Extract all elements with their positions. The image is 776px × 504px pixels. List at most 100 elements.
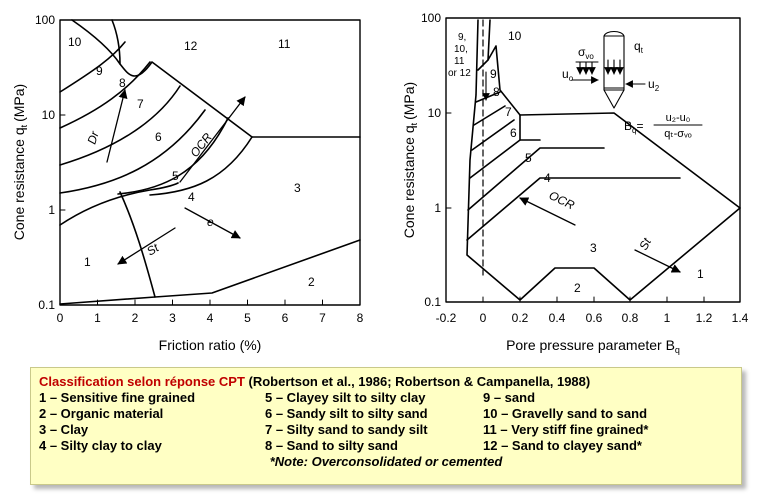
- formula-numerator: u₂-u₀: [666, 112, 691, 124]
- right-zone-8: 8: [493, 85, 500, 99]
- left-y-tick-1: 1: [48, 203, 55, 217]
- right-group-line-3: 11: [454, 56, 465, 67]
- left-zone-10: 10: [68, 35, 82, 49]
- inset-u2-main: u: [648, 77, 655, 91]
- right-boundary-zone2: [519, 267, 631, 301]
- left-curve-a: [59, 41, 126, 93]
- right-x-tick-1-4: 1.4: [732, 311, 749, 325]
- left-x-tick-4: 4: [207, 311, 214, 325]
- legend-item: 1 – Sensitive fine grained: [39, 390, 196, 405]
- left-zone-3: 3: [294, 181, 301, 195]
- right-envelope-left: [466, 19, 521, 301]
- left-zone-6: 6: [155, 130, 162, 144]
- inset-uo-label: uo: [562, 67, 574, 83]
- formula-equals: =: [636, 119, 643, 133]
- left-x-tick-marks: [59, 114, 323, 306]
- legend-item: 2 – Organic material: [39, 406, 164, 421]
- left-label-dr: Dr: [85, 129, 103, 146]
- cone-top-cap: [603, 30, 625, 37]
- left-zone-8: 8: [119, 76, 126, 90]
- formula-denominator: qₜ-σᵥₒ: [664, 128, 692, 140]
- inset-sigma-label: σvo: [578, 45, 594, 61]
- left-arrow-st: [117, 227, 176, 265]
- right-group-label: 9, 10, 11 or 12: [448, 32, 471, 79]
- legend-title-citation: (Robertson et al., 1986; Robertson & Cam…: [244, 374, 591, 389]
- right-x-tick-0-4: 0.4: [549, 311, 566, 325]
- right-arrow-ocr: [519, 197, 576, 226]
- left-zone-11: 11: [278, 37, 291, 51]
- legend-item: 8 – Sand to silty sand: [265, 438, 398, 453]
- inset-uo-sub: o: [569, 74, 574, 83]
- legend-item: 11 – Very stiff fine grained*: [483, 422, 649, 437]
- left-x-tick-5: 5: [244, 311, 251, 325]
- left-zone-7: 7: [137, 97, 144, 111]
- legend-item: 7 – Silty sand to sandy silt: [265, 422, 428, 437]
- left-y-label-unit: (MPa): [11, 84, 27, 122]
- left-curve-e: [117, 117, 229, 195]
- right-zone-2: 2: [574, 281, 581, 295]
- right-x-label-sub: q: [675, 345, 680, 355]
- left-x-tick-6: 6: [282, 311, 289, 325]
- right-zone-9: 9: [490, 67, 497, 81]
- left-zone-1: 1: [84, 255, 91, 269]
- right-chart-text: 100 10 1 0.1 -0.2 0 0.2 0.4 0.6 0.8 1 1.…: [401, 11, 749, 355]
- left-chart-text: 100 10 1 0.1 0 1 2 3 4 5 6 7 8 Friction …: [11, 13, 364, 353]
- right-chart: [445, 17, 741, 303]
- right-y-tick-100: 100: [421, 11, 441, 25]
- left-boundary-zone1-right: [119, 191, 156, 298]
- right-x-tick-1: 1: [664, 311, 671, 325]
- legend-title-red: Classification selon réponse CPT: [39, 374, 245, 389]
- right-arrow-st: [634, 249, 681, 273]
- left-x-tick-2: 2: [132, 311, 139, 325]
- left-x-tick-3: 3: [169, 311, 176, 325]
- right-fan-line-5: [467, 147, 605, 211]
- right-chart-frame: [445, 17, 741, 303]
- left-curve-d: [59, 109, 206, 194]
- cpt-classification-figure: 100 10 1 0.1 0 1 2 3 4 5 6 7 8 Friction …: [11, 11, 749, 355]
- left-y-tick-10: 10: [42, 108, 56, 122]
- right-envelope-top: [487, 19, 521, 116]
- left-zone-9: 9: [96, 64, 103, 78]
- classification-legend: Classification selon réponse CPT (Robert…: [30, 367, 742, 485]
- inset-u2-label: u2: [648, 77, 660, 93]
- right-x-label-main: Pore pressure parameter B: [506, 337, 675, 353]
- right-x-axis-label: Pore pressure parameter Bq: [506, 337, 680, 355]
- right-x-tick-0-2: 0.2: [512, 311, 529, 325]
- cone-inset: [571, 30, 703, 126]
- legend-item: 10 – Gravelly sand to sand: [483, 406, 648, 421]
- left-x-tick-0: 0: [57, 311, 64, 325]
- inset-qt-main: q: [634, 39, 641, 53]
- left-zone-12: 12: [184, 39, 198, 53]
- right-boundary-zone1: [629, 207, 741, 301]
- right-x-tick-m0-2: -0.2: [436, 311, 457, 325]
- formula-lhs-main: B: [624, 119, 632, 133]
- left-y-tick-100: 100: [35, 13, 55, 27]
- left-chart: [59, 19, 361, 306]
- right-group-line-1: 9,: [458, 32, 466, 43]
- right-y-label-sub: t: [409, 122, 419, 125]
- left-y-label-sub: t: [19, 124, 29, 127]
- left-curve-f: [149, 136, 253, 196]
- formula-lhs: Bq=: [624, 119, 643, 135]
- left-zone-2: 2: [308, 275, 315, 289]
- left-label-st: St: [144, 240, 162, 258]
- left-boundary-zone11: [111, 19, 121, 65]
- left-x-tick-1: 1: [94, 311, 101, 325]
- left-boundary-zone1: [59, 182, 179, 226]
- right-fan-line-2: [473, 105, 506, 126]
- right-y-label-unit: (MPa): [401, 82, 417, 120]
- left-curve-c: [59, 85, 181, 166]
- left-zone-5: 5: [172, 169, 179, 183]
- right-fan-line-6: [466, 177, 681, 241]
- left-boundary-zone2: [59, 239, 361, 305]
- right-x-tick-0-6: 0.6: [586, 311, 603, 325]
- left-y-label-main: Cone resistance q: [11, 127, 27, 240]
- inset-qt-label: qt: [634, 39, 644, 55]
- right-y-tick-0-1: 0.1: [424, 295, 441, 309]
- legend-item: 12 – Sand to clayey sand*: [483, 438, 642, 453]
- right-zone-3: 3: [590, 241, 597, 255]
- right-fan-line-3: [471, 119, 515, 151]
- right-zone-7: 7: [505, 105, 512, 119]
- left-arrow-e: [184, 207, 241, 239]
- cone-tip: [603, 89, 625, 109]
